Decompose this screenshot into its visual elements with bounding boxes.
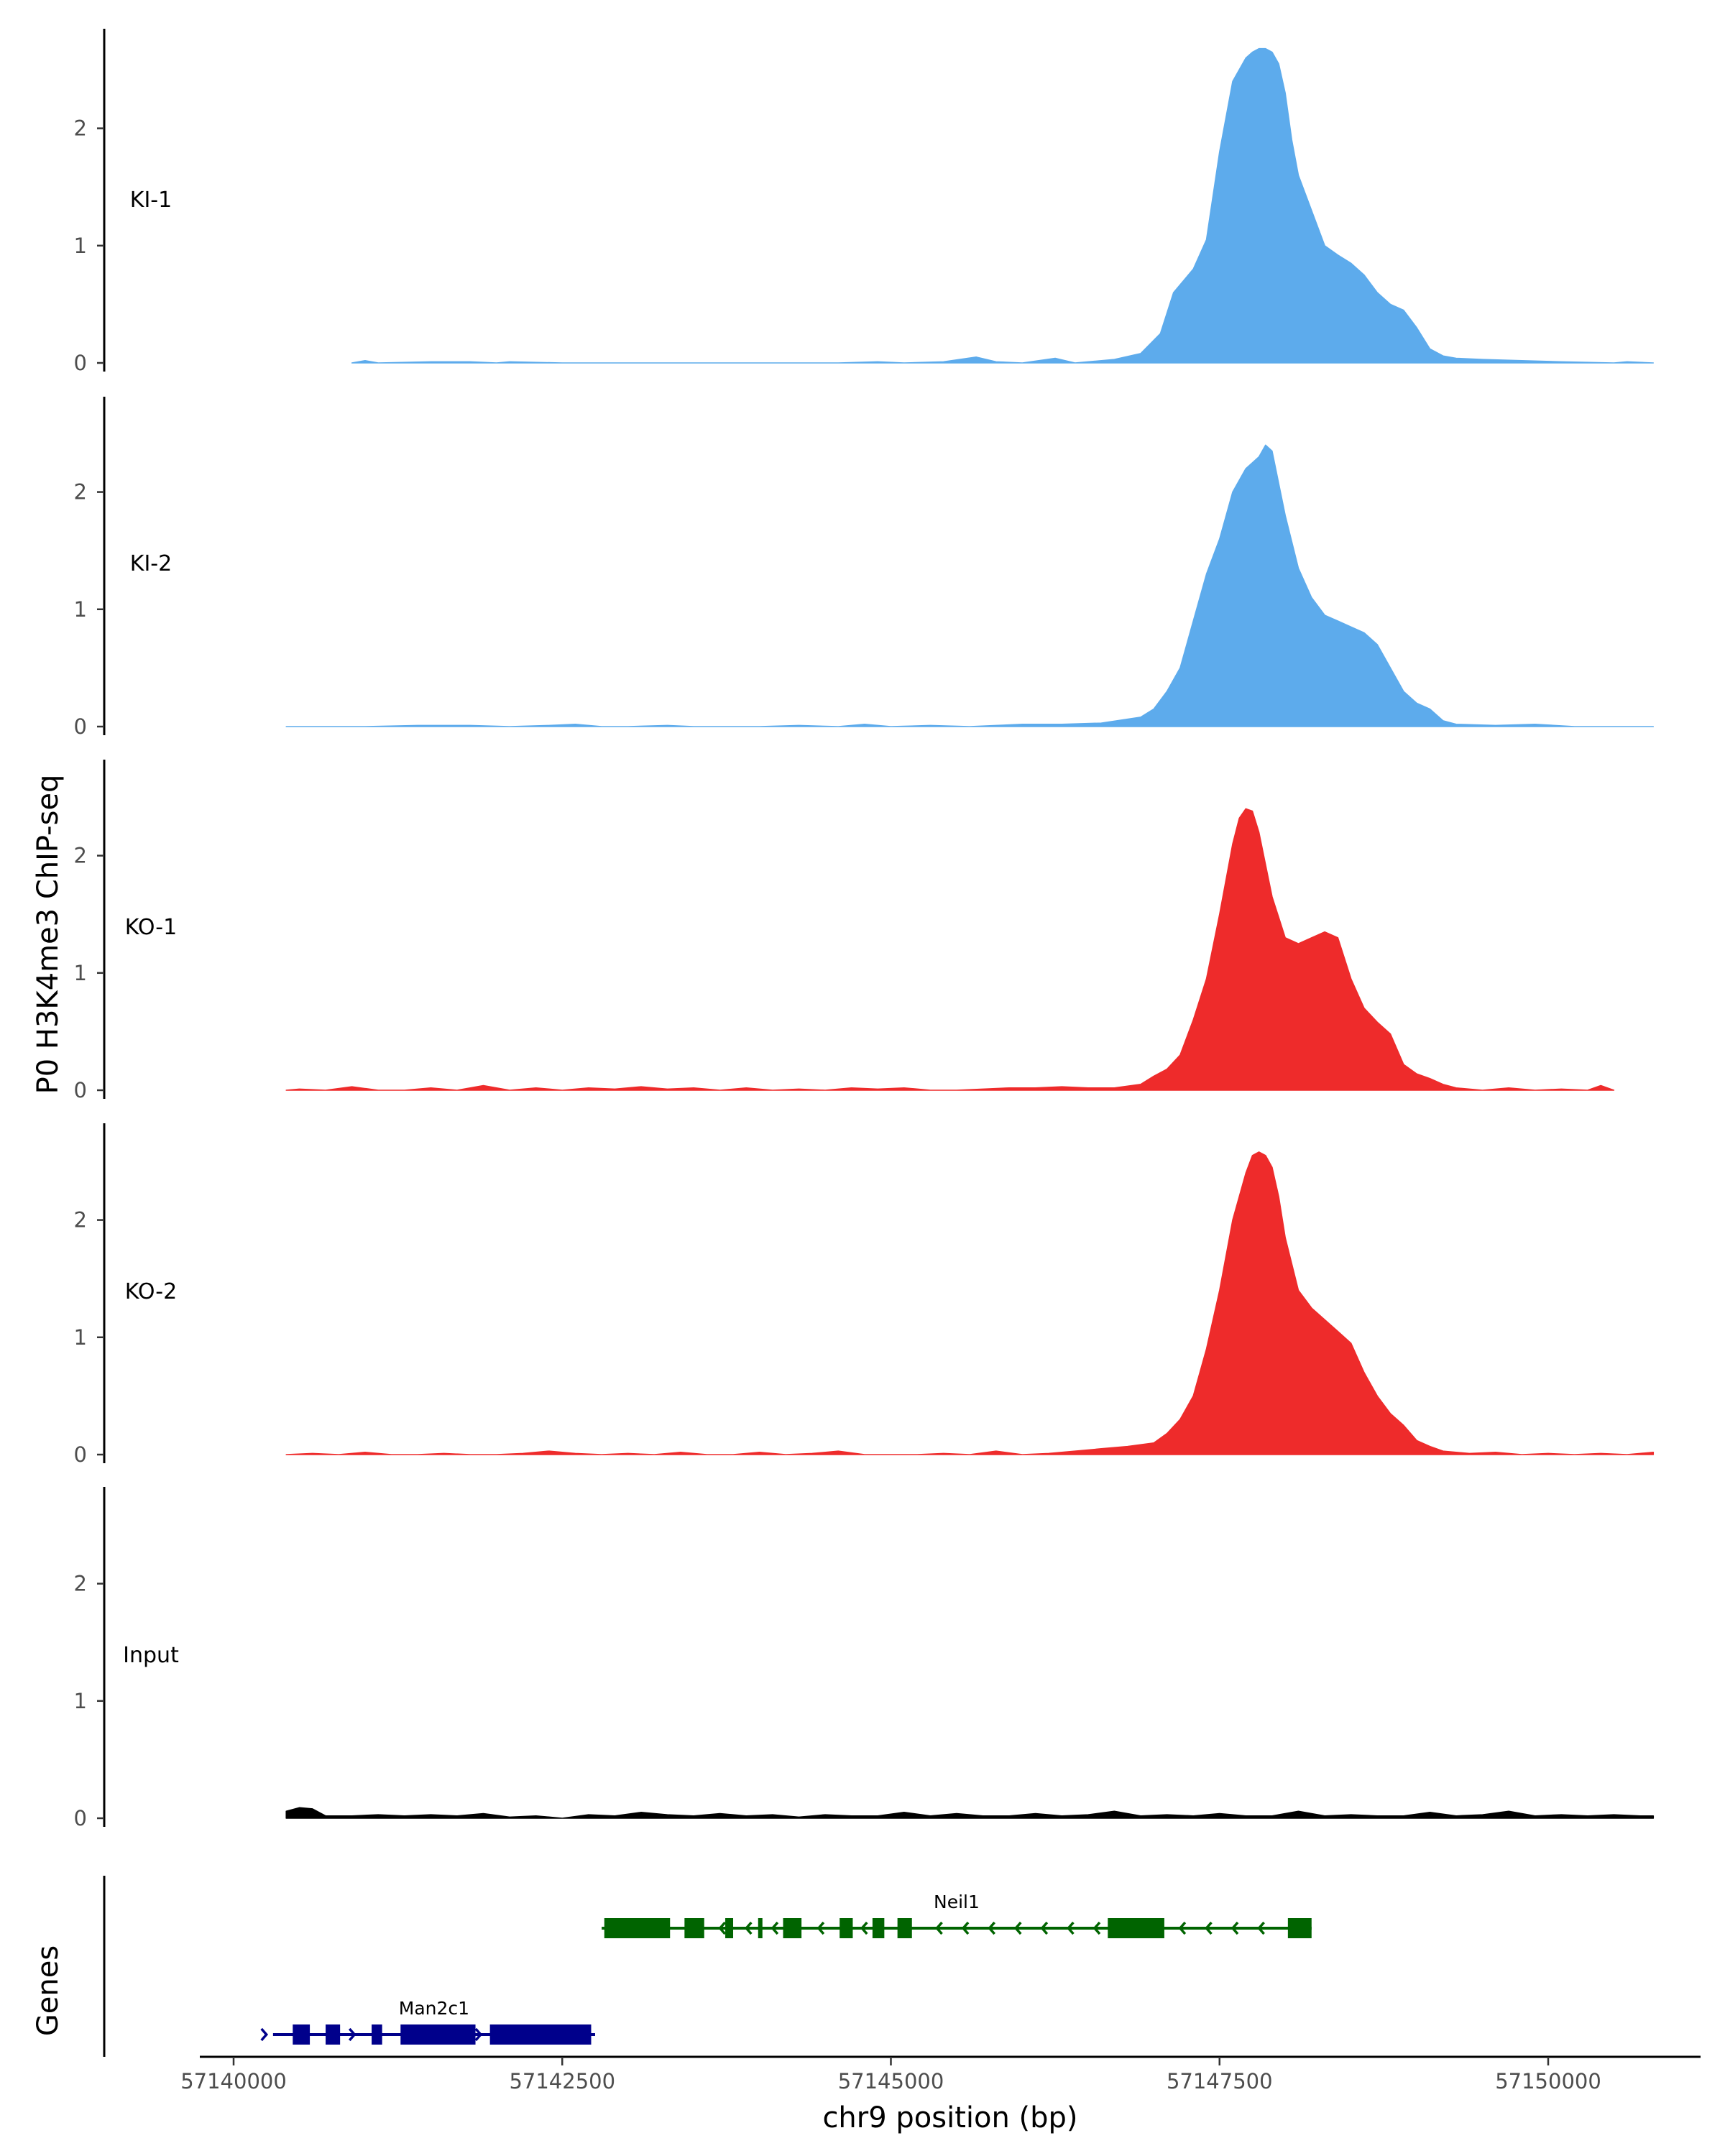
strand-arrow (770, 1921, 779, 1935)
y-tick-label: 2 (74, 480, 87, 505)
strand-arrow (1178, 1921, 1187, 1935)
y-axis-title: P0 H3K4me3 ChIP-seq (32, 775, 65, 1095)
track-label: KO-1 (125, 915, 177, 940)
x-tick-label: 57150000 (1495, 2069, 1601, 2093)
strand-arrow (744, 1921, 753, 1935)
y-tick-label: 2 (74, 1572, 87, 1596)
strand-arrow (474, 2027, 483, 2042)
y-tick-label: 1 (74, 1689, 87, 1713)
y-tick-label: 2 (74, 844, 87, 868)
strand-arrow (1013, 1921, 1022, 1935)
y-tick-label: 1 (74, 234, 87, 258)
gene-exon (758, 1918, 763, 1938)
signal-area (285, 444, 1655, 727)
gene-exon (897, 1918, 912, 1938)
track-label: KI-2 (130, 551, 172, 576)
signal-area (285, 1807, 1655, 1819)
x-tick-label: 57140000 (180, 2069, 287, 2093)
strand-arrow (860, 1921, 868, 1935)
gene-exon (872, 1918, 885, 1938)
gene-exon (326, 2024, 341, 2045)
x-axis-title: chr9 position (bp) (822, 2101, 1077, 2134)
y-tick-label: 1 (74, 961, 87, 985)
strand-arrow (988, 1921, 995, 1935)
gene-exon (1287, 1918, 1312, 1938)
strand-arrow (816, 1921, 825, 1935)
strand-arrow (935, 1921, 943, 1935)
gene-exon (604, 1918, 671, 1938)
y-tick-label: 1 (74, 597, 87, 622)
strand-arrow (1040, 1921, 1049, 1935)
gene-exon (725, 1918, 734, 1938)
y-tick-label: 0 (74, 1078, 87, 1102)
strand-arrow (1205, 1921, 1213, 1935)
gene-exon (840, 1918, 853, 1938)
track-ko-2: 0 1 2 KO-2 (74, 1123, 1655, 1467)
y-tick-label: 0 (74, 351, 87, 375)
track-label: Input (123, 1643, 179, 1668)
gene-exon (293, 2024, 310, 2045)
y-tick-label: 2 (74, 1208, 87, 1233)
gene-exon (684, 1918, 704, 1938)
x-tick-label: 57147500 (1167, 2069, 1273, 2093)
x-tick-label: 57145000 (838, 2069, 944, 2093)
y-tick-label: 0 (74, 1806, 87, 1830)
genes-panel: Neil1 Man2c1 57140000 57142500 57145000 57147… (103, 1876, 1701, 2093)
strand-arrow (1092, 1921, 1101, 1935)
gene-man2c1: Man2c1 (260, 1998, 595, 2045)
y-tick-label: 0 (74, 714, 87, 739)
signal-tracks: 0 1 2 KI-1 0 1 2 KI-2 0 1 2 KO-1 0 1 2 KO-2 0 1 2 Input (74, 29, 1655, 1830)
gene-label: Man2c1 (399, 1998, 469, 2019)
strand-arrow (1257, 1921, 1265, 1935)
strand-arrow (718, 1921, 727, 1935)
gene-exon (489, 2024, 592, 2045)
strand-arrow (348, 2027, 356, 2042)
genes-axis-title: Genes (32, 1945, 65, 2036)
x-tick-label: 57142500 (509, 2069, 615, 2093)
track-ki-1: 0 1 2 KI-1 (74, 29, 1655, 375)
signal-area (285, 808, 1615, 1091)
signal-area (285, 1151, 1655, 1455)
gene-label: Neil1 (934, 1892, 980, 1912)
gene-exon (783, 1918, 802, 1938)
track-label: KI-1 (130, 188, 172, 213)
y-tick-label: 2 (74, 116, 87, 141)
y-tick-label: 1 (74, 1325, 87, 1350)
gene-exon (1108, 1918, 1164, 1938)
strand-arrow (1067, 1921, 1075, 1935)
gene-exon (372, 2024, 382, 2045)
signal-area (351, 47, 1655, 364)
strand-arrow (260, 2027, 269, 2042)
track-ki-2: 0 1 2 KI-2 (74, 397, 1655, 739)
strand-arrow (961, 1921, 970, 1935)
track-ko-1: 0 1 2 KO-1 (74, 760, 1615, 1102)
y-tick-label: 0 (74, 1442, 87, 1467)
track-input: 0 1 2 Input (74, 1487, 1655, 1830)
strand-arrow (1230, 1921, 1239, 1935)
track-label: KO-2 (125, 1279, 177, 1304)
gene-neil1: Neil1 (602, 1892, 1312, 1938)
gene-exon (400, 2024, 476, 2045)
